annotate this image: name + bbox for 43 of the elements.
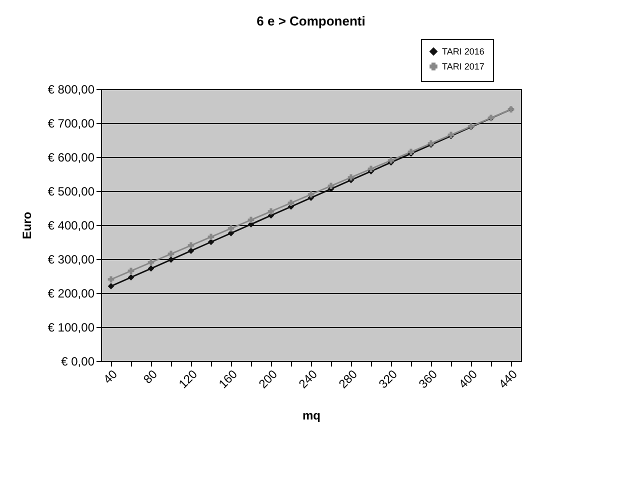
point: [288, 200, 294, 206]
point: [108, 283, 114, 290]
y-tick-label: € 200,00: [48, 286, 95, 300]
y-tick-label: € 300,00: [48, 252, 95, 266]
y-tick-label: € 500,00: [48, 184, 95, 198]
point: [208, 234, 214, 240]
legend-label: TARI 2016: [442, 46, 484, 56]
point: [148, 259, 154, 266]
point: [148, 265, 154, 272]
x-tick-label: 200: [256, 366, 280, 392]
x-tick-label: 240: [296, 366, 320, 392]
point: [348, 174, 354, 181]
point: [328, 182, 334, 190]
x-tick-label: 320: [376, 366, 400, 392]
x-tick-label: 360: [416, 366, 440, 392]
x-tick-label: 400: [456, 366, 480, 392]
x-tick-label: 160: [216, 366, 240, 392]
legend-label: TARI 2017: [442, 62, 484, 72]
point: [188, 242, 194, 249]
y-tick-label: € 600,00: [48, 150, 95, 164]
point: [228, 225, 234, 232]
x-axis-title: mq: [302, 408, 320, 422]
y-tick-label: € 0,00: [61, 354, 95, 368]
x-tick-label: 80: [140, 366, 160, 386]
point: [128, 268, 134, 274]
x-tick-label: 440: [496, 366, 520, 392]
point: [248, 216, 254, 224]
point: [268, 208, 274, 215]
y-tick-label: € 100,00: [48, 320, 95, 334]
x-tick-label: 120: [176, 366, 200, 392]
point: [128, 274, 134, 281]
point: [168, 256, 174, 263]
point: [168, 250, 174, 258]
point: [108, 276, 114, 283]
x-tick-label: 40: [100, 366, 120, 386]
y-tick-label: € 800,00: [48, 82, 95, 96]
chart-title: 6 e > Componenti: [256, 14, 366, 28]
x-tick-label: 280: [336, 366, 360, 392]
point: [308, 191, 314, 198]
y-tick-label: € 400,00: [48, 218, 95, 232]
y-axis-title: Euro: [20, 212, 34, 240]
y-tick-label: € 700,00: [48, 116, 95, 130]
point: [368, 166, 374, 172]
